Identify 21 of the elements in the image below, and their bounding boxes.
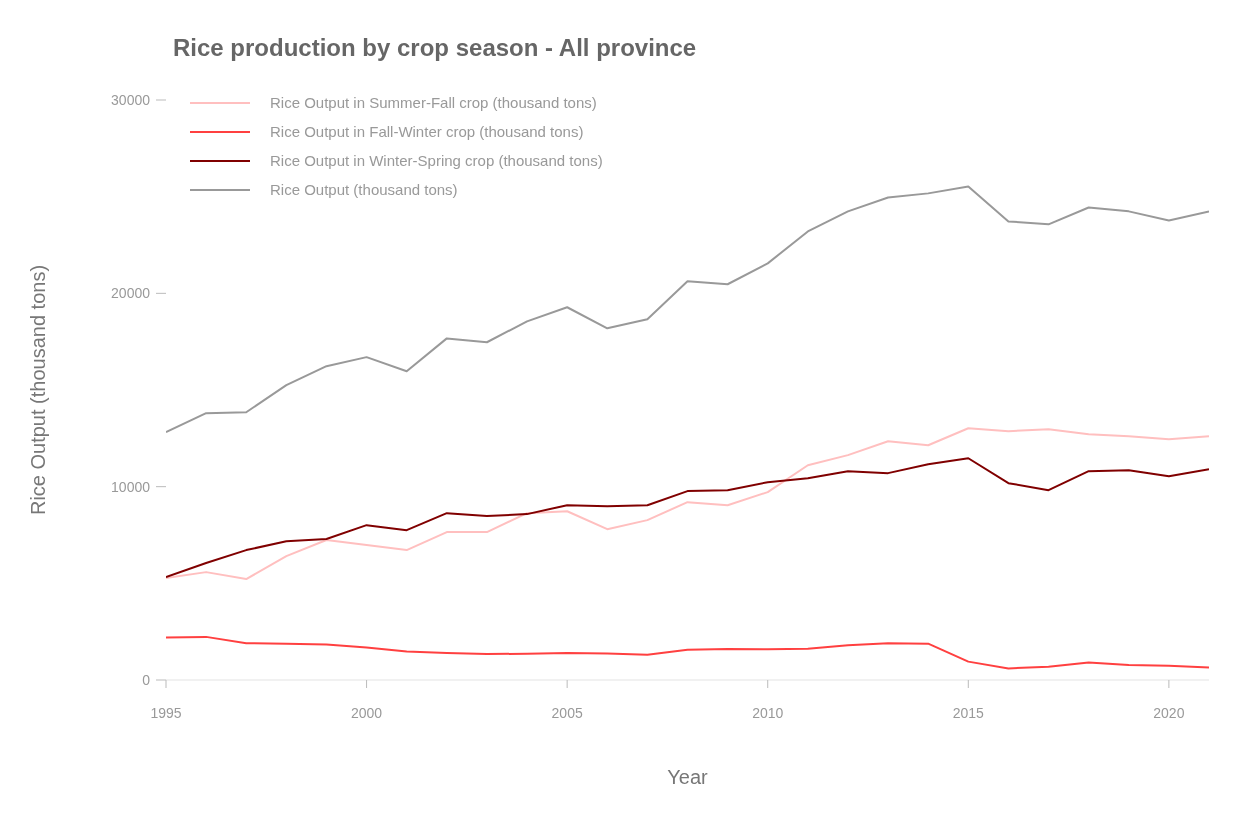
y-tick-label: 30000 bbox=[111, 91, 151, 108]
chart-title: Rice production by crop season - All province bbox=[173, 34, 697, 62]
y-tick-label: 20000 bbox=[111, 285, 151, 302]
legend-label: Rice Output in Winter-Spring crop (thousand tons) bbox=[270, 152, 603, 169]
x-tick-label: 2010 bbox=[752, 704, 784, 721]
x-axis-title: Year bbox=[667, 766, 709, 788]
y-axis-title: Rice Output (thousand tons) bbox=[27, 264, 50, 516]
line-series bbox=[166, 635, 1209, 670]
legend-label: Rice Output in Summer-Fall crop (thousand tons) bbox=[270, 94, 597, 111]
line-series bbox=[166, 457, 1209, 579]
legend-label: Rice Output (thousand tons) bbox=[270, 181, 458, 198]
y-tick-label: 10000 bbox=[111, 478, 151, 495]
x-tick-label: 1995 bbox=[150, 704, 182, 721]
legend-label: Rice Output in Fall-Winter crop (thousand tons) bbox=[270, 123, 584, 140]
x-tick-label: 2005 bbox=[551, 704, 583, 721]
x-tick-label: 2000 bbox=[351, 704, 383, 721]
y-tick-label: 0 bbox=[142, 671, 151, 688]
line-series bbox=[166, 185, 1209, 434]
x-tick-label: 2020 bbox=[1153, 704, 1185, 721]
line-series bbox=[166, 427, 1209, 581]
x-tick-label: 2015 bbox=[952, 704, 985, 721]
